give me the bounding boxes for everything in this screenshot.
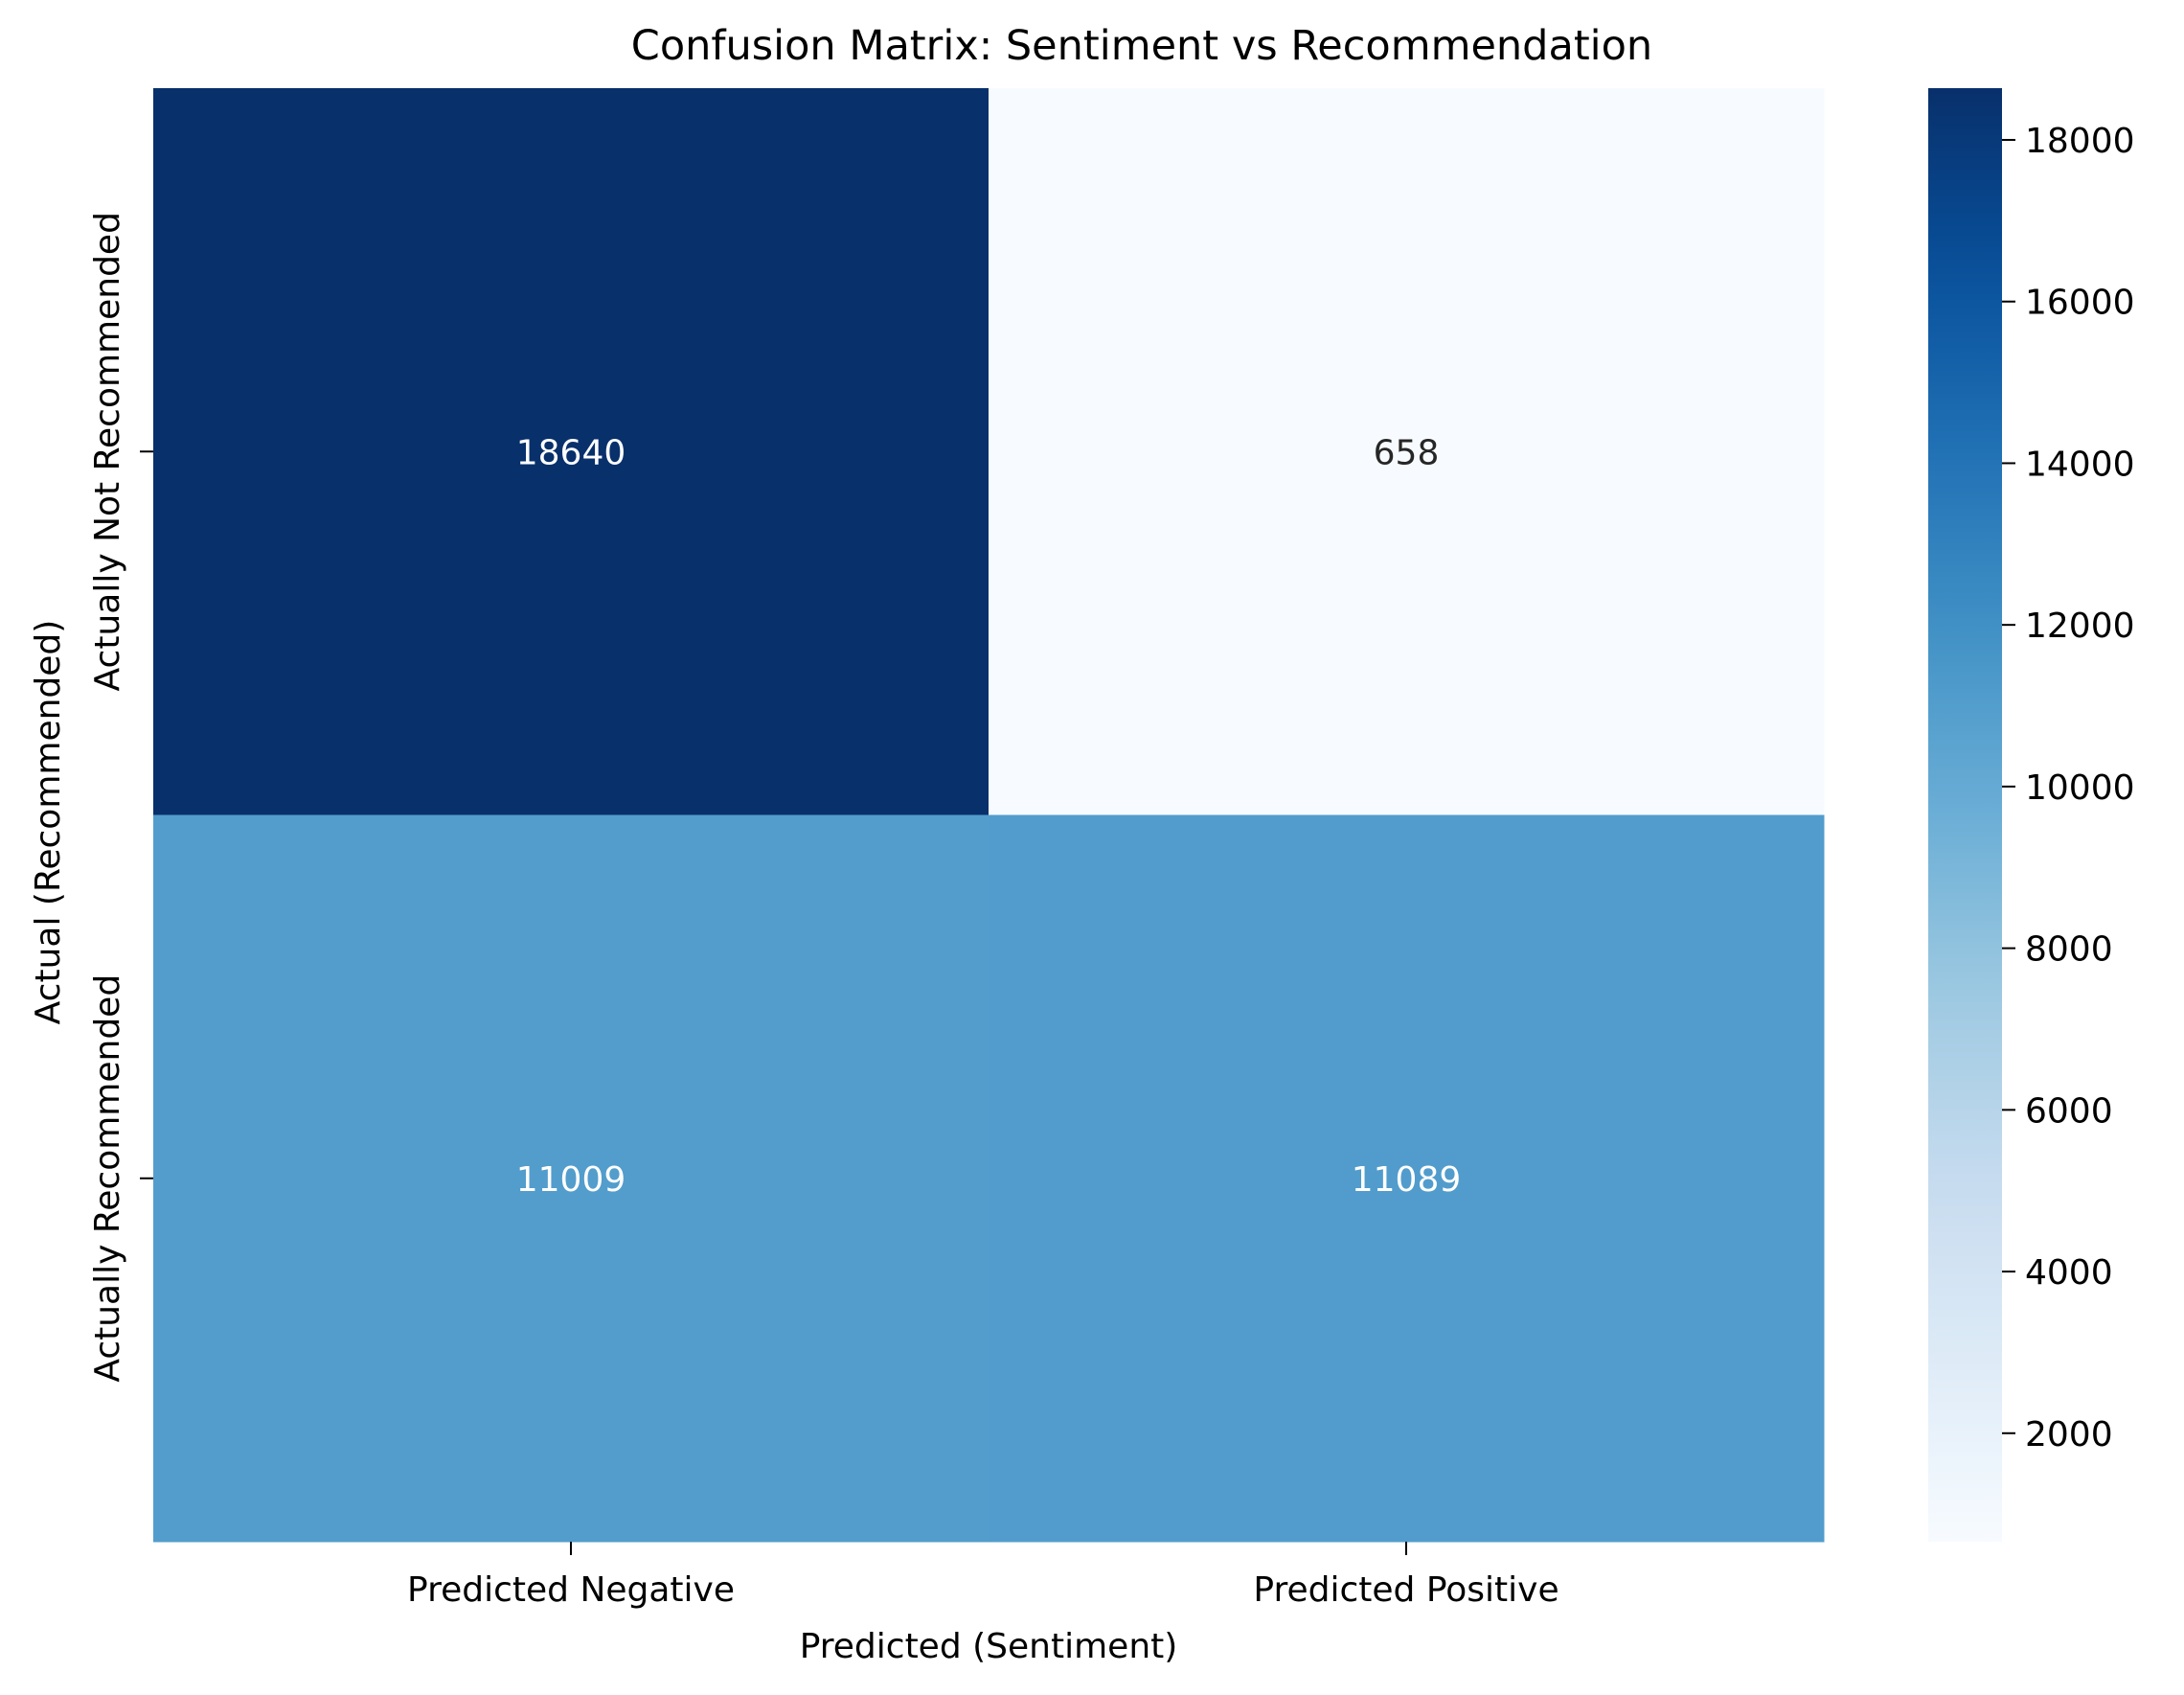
colorbar-tick-label: 18000 xyxy=(2025,122,2135,161)
chart-title: Confusion Matrix: Sentiment vs Recommend… xyxy=(631,22,1652,70)
cell-value-label: 658 xyxy=(1374,433,1440,472)
y-axis-label: Actual (Recommended) xyxy=(29,620,68,1025)
colorbar-tick-label: 16000 xyxy=(2025,284,2135,323)
x-axis-label: Predicted (Sentiment) xyxy=(800,1627,1178,1666)
heatmap-cell xyxy=(989,88,1825,815)
cell-value-label: 11009 xyxy=(516,1160,626,1200)
heatmap-cell-labels: 18640 658 11009 11089 xyxy=(516,433,1462,1200)
y-axis-ticks: Actually Not Recommended Actually Recomme… xyxy=(88,212,153,1383)
colorbar-tick-label: 10000 xyxy=(2025,768,2135,808)
x-tick-label: Predicted Negative xyxy=(407,1570,735,1610)
y-tick-label: Actually Recommended xyxy=(88,974,127,1383)
heatmap-cells xyxy=(153,88,1825,1543)
y-tick-label: Actually Not Recommended xyxy=(88,212,127,691)
colorbar-ticks: 2000 4000 6000 8000 10000 12000 14000 16000 1800… xyxy=(2002,122,2135,1454)
colorbar-tick-label: 14000 xyxy=(2025,445,2135,484)
colorbar-tick-label: 6000 xyxy=(2025,1091,2113,1131)
colorbar-tick-label: 8000 xyxy=(2025,930,2113,970)
colorbar-tick-label: 4000 xyxy=(2025,1253,2113,1293)
x-tick-label: Predicted Positive xyxy=(1253,1570,1558,1610)
cell-value-label: 11089 xyxy=(1352,1160,1462,1200)
colorbar-gradient xyxy=(1928,88,2002,1542)
colorbar-tick-label: 2000 xyxy=(2025,1415,2113,1454)
colorbar: 2000 4000 6000 8000 10000 12000 14000 16000 1800… xyxy=(1928,88,2135,1542)
x-axis-ticks: Predicted Negative Predicted Positive xyxy=(407,1542,1559,1610)
cell-value-label: 18640 xyxy=(516,433,626,472)
heatmap-cell xyxy=(153,88,990,815)
colorbar-tick-label: 12000 xyxy=(2025,607,2135,646)
heatmap-cell xyxy=(153,814,990,1543)
heatmap-cell xyxy=(989,814,1825,1543)
